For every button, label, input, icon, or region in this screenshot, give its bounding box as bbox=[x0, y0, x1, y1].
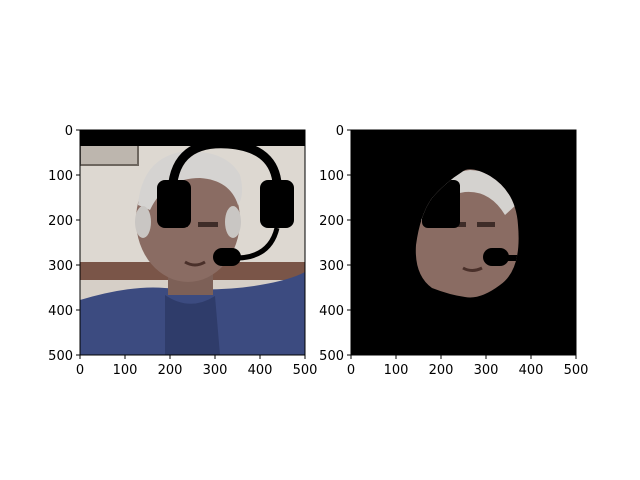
right-ytick-label: 500 bbox=[319, 349, 344, 364]
left-ytick-label: 300 bbox=[48, 259, 73, 274]
right-ytick-label: 0 bbox=[336, 124, 344, 139]
right-image bbox=[351, 130, 576, 355]
right-ytick-label: 400 bbox=[319, 304, 344, 319]
left-ytick-label: 100 bbox=[48, 169, 73, 184]
left-ytick-label: 500 bbox=[48, 349, 73, 364]
right-ytick-label: 100 bbox=[319, 169, 344, 184]
right-ytick-label: 300 bbox=[319, 259, 344, 274]
left-ytick-label: 0 bbox=[65, 124, 73, 139]
right-xtick-label: 100 bbox=[384, 363, 409, 378]
headset-right-earcup bbox=[260, 180, 294, 228]
right-xtick-label: 200 bbox=[429, 363, 454, 378]
left-xtick-label: 200 bbox=[158, 363, 183, 378]
headset-left-earcup bbox=[157, 180, 191, 228]
right-xtick-label: 500 bbox=[564, 363, 589, 378]
right-xtick-label: 300 bbox=[474, 363, 499, 378]
left-image bbox=[80, 130, 305, 355]
right-xtick-label: 0 bbox=[347, 363, 355, 378]
left-xtick-label: 500 bbox=[293, 363, 318, 378]
left-xtick-label: 0 bbox=[76, 363, 84, 378]
right-ytick-label: 200 bbox=[319, 214, 344, 229]
left-xtick-label: 300 bbox=[203, 363, 228, 378]
left-ytick-label: 400 bbox=[48, 304, 73, 319]
left-xtick-label: 400 bbox=[248, 363, 273, 378]
headset-mic bbox=[213, 248, 241, 266]
right-xtick-label: 400 bbox=[519, 363, 544, 378]
left-ytick-label: 200 bbox=[48, 214, 73, 229]
left-xtick-label: 100 bbox=[113, 363, 138, 378]
